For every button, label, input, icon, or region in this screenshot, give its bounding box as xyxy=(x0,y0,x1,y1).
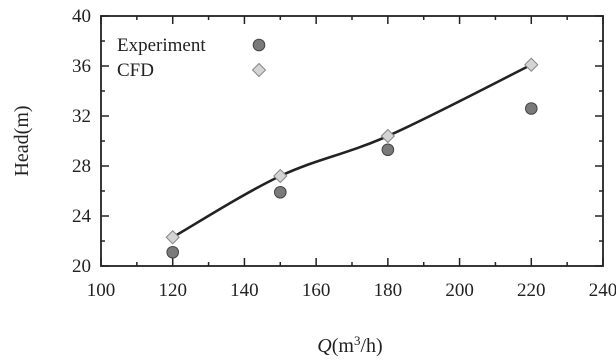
legend-marker-experiment xyxy=(252,38,266,52)
y-axis-title: Head(m) xyxy=(11,105,33,176)
x-axis-title: Q(m3/h) xyxy=(317,333,382,358)
cfd-fit-line xyxy=(172,63,532,239)
y-tick-label: 32 xyxy=(72,106,91,127)
cfd-point xyxy=(165,230,180,245)
x-tick-label: 120 xyxy=(158,280,187,301)
legend-marker-cfd xyxy=(251,62,267,78)
x-tick-label: 160 xyxy=(302,280,331,301)
cfd-point xyxy=(524,57,539,72)
x-tick-label: 240 xyxy=(589,280,616,301)
x-tick-label: 100 xyxy=(87,280,116,301)
x-tick-label: 200 xyxy=(445,280,474,301)
experiment-point xyxy=(166,245,180,259)
experiment-point xyxy=(524,102,538,115)
legend-label-cfd: CFD xyxy=(117,60,154,81)
experiment-point xyxy=(381,143,395,157)
cfd-point xyxy=(273,168,288,184)
y-tick-label: 36 xyxy=(72,56,91,77)
cfd-point xyxy=(380,128,396,144)
experiment-point xyxy=(273,185,287,199)
x-tick-label: 140 xyxy=(230,280,259,301)
y-tick-label: 40 xyxy=(72,6,91,27)
x-tick-label: 180 xyxy=(374,280,403,301)
x-tick-label: 220 xyxy=(517,280,546,301)
legend-label-experiment: Experiment xyxy=(117,35,206,56)
y-tick-label: 28 xyxy=(72,156,91,177)
y-tick-label: 24 xyxy=(72,206,92,227)
y-tick-label: 20 xyxy=(72,256,91,277)
